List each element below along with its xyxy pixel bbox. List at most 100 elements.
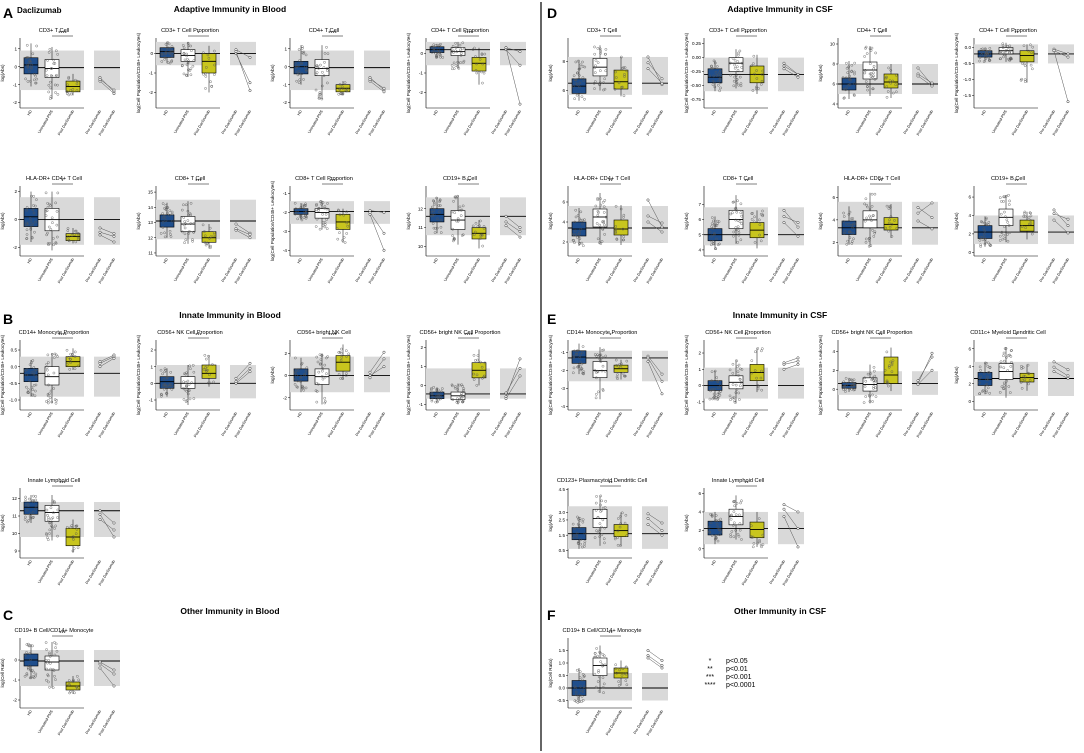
data-point (28, 363, 32, 366)
data-point (300, 203, 304, 207)
data-point (717, 220, 721, 223)
pair-line (647, 356, 663, 375)
data-point (204, 366, 207, 369)
pair-line (783, 360, 799, 365)
data-point (304, 386, 308, 390)
data-point (51, 686, 55, 689)
data-point (340, 92, 344, 96)
data-point (615, 671, 618, 675)
data-point (712, 219, 715, 223)
data-point (47, 401, 50, 405)
data-point (620, 86, 623, 89)
pair-point (930, 227, 934, 231)
data-point (981, 47, 985, 51)
data-point (736, 370, 740, 374)
y-tick-label: -1 (13, 82, 18, 87)
data-point (433, 231, 437, 234)
y-tick-label: 4 (832, 217, 835, 222)
data-point (577, 524, 581, 527)
data-point (751, 535, 755, 539)
data-point (437, 204, 441, 207)
data-point (439, 393, 442, 397)
pair-point (1052, 370, 1056, 373)
data-point (182, 216, 186, 219)
sig-stars: *** (195, 333, 202, 339)
data-point (853, 94, 856, 97)
data-point (577, 540, 581, 544)
data-point (170, 212, 174, 216)
data-point (1010, 361, 1013, 364)
data-point (337, 351, 341, 354)
data-point (191, 364, 195, 367)
chart-title: CD14+ Monocyte Proportion (567, 330, 638, 336)
data-point (733, 504, 736, 508)
data-point (28, 644, 32, 648)
data-point (472, 233, 476, 236)
data-point (713, 232, 716, 235)
legend-stars: **** (705, 682, 716, 689)
data-point (1023, 378, 1027, 382)
data-point (737, 53, 740, 57)
data-point (34, 81, 38, 85)
data-point (848, 378, 851, 381)
x-tick-label: Untreated-PMS (37, 109, 54, 134)
chart-title: CD11c+ Myeloid Dendritic Cell (970, 330, 1046, 336)
data-point (192, 397, 196, 400)
data-point (885, 382, 889, 385)
data-point (573, 685, 577, 689)
data-point (1027, 371, 1030, 375)
chart-ylabel: log(Abs) (548, 212, 553, 230)
pair-line (235, 49, 251, 58)
data-point (454, 385, 457, 388)
data-point (48, 80, 52, 84)
data-point (300, 72, 304, 76)
data-point (733, 58, 737, 62)
data-point (181, 230, 184, 234)
data-point (593, 87, 596, 90)
data-point (844, 387, 848, 391)
y-tick-label: 0 (150, 51, 153, 56)
data-point (164, 204, 168, 207)
pair-point (112, 88, 116, 92)
data-point (580, 95, 584, 99)
data-point (581, 222, 584, 226)
data-point (162, 377, 166, 381)
pair-point (518, 226, 522, 230)
data-point (848, 236, 852, 239)
data-point (719, 517, 722, 521)
chart-ylabel: log(Cell Population/CD45+ Leukocytes) (684, 334, 689, 415)
data-point (572, 238, 575, 242)
sig-stars: *** (59, 631, 66, 637)
data-point (736, 219, 740, 222)
pair-line (99, 234, 115, 243)
data-point (315, 400, 319, 404)
y-tick-label: -2 (419, 90, 424, 95)
data-point (298, 78, 301, 82)
data-point (583, 65, 587, 69)
data-point (191, 239, 194, 243)
data-point (736, 69, 740, 72)
data-point (56, 235, 59, 239)
data-point (1009, 365, 1013, 368)
data-point (52, 511, 55, 515)
x-tick-label: HD (575, 709, 581, 716)
data-point (189, 213, 192, 217)
data-point (44, 68, 48, 72)
data-point (893, 219, 896, 222)
data-point (32, 670, 35, 674)
data-point (319, 358, 323, 362)
data-point (53, 641, 56, 644)
data-point (316, 65, 320, 69)
sig-stars: ** (1014, 179, 1019, 185)
data-point (167, 42, 171, 46)
data-point (296, 210, 300, 214)
data-point (461, 395, 465, 398)
pair-point (796, 356, 800, 360)
section-letter-b: B (3, 311, 13, 327)
data-point (320, 202, 323, 206)
data-point (317, 97, 321, 100)
data-point (601, 200, 605, 204)
